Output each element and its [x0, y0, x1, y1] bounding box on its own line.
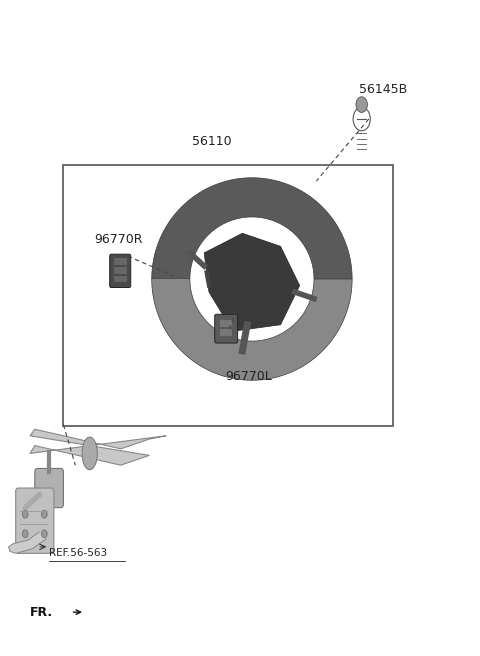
- Text: 96770R: 96770R: [95, 234, 143, 247]
- Circle shape: [23, 510, 28, 518]
- Circle shape: [23, 530, 28, 538]
- Circle shape: [356, 96, 367, 112]
- Bar: [114, 258, 127, 264]
- PathPatch shape: [152, 178, 352, 279]
- Text: FR.: FR.: [30, 605, 53, 619]
- Text: REF.56-563: REF.56-563: [49, 548, 107, 558]
- Circle shape: [41, 530, 47, 538]
- FancyBboxPatch shape: [16, 488, 54, 554]
- Bar: [114, 267, 127, 274]
- Bar: [114, 276, 127, 282]
- Text: 56110: 56110: [192, 135, 231, 148]
- PathPatch shape: [152, 279, 352, 380]
- Text: 96770L: 96770L: [226, 371, 273, 384]
- PathPatch shape: [204, 234, 300, 331]
- Ellipse shape: [82, 437, 97, 470]
- Circle shape: [41, 510, 47, 518]
- PathPatch shape: [9, 532, 47, 554]
- FancyBboxPatch shape: [35, 468, 63, 508]
- FancyBboxPatch shape: [110, 254, 131, 287]
- Bar: [63, 165, 393, 426]
- Bar: [220, 320, 232, 327]
- FancyBboxPatch shape: [215, 314, 238, 343]
- PathPatch shape: [30, 429, 166, 465]
- Text: 56145B: 56145B: [359, 83, 408, 96]
- Bar: [220, 329, 232, 336]
